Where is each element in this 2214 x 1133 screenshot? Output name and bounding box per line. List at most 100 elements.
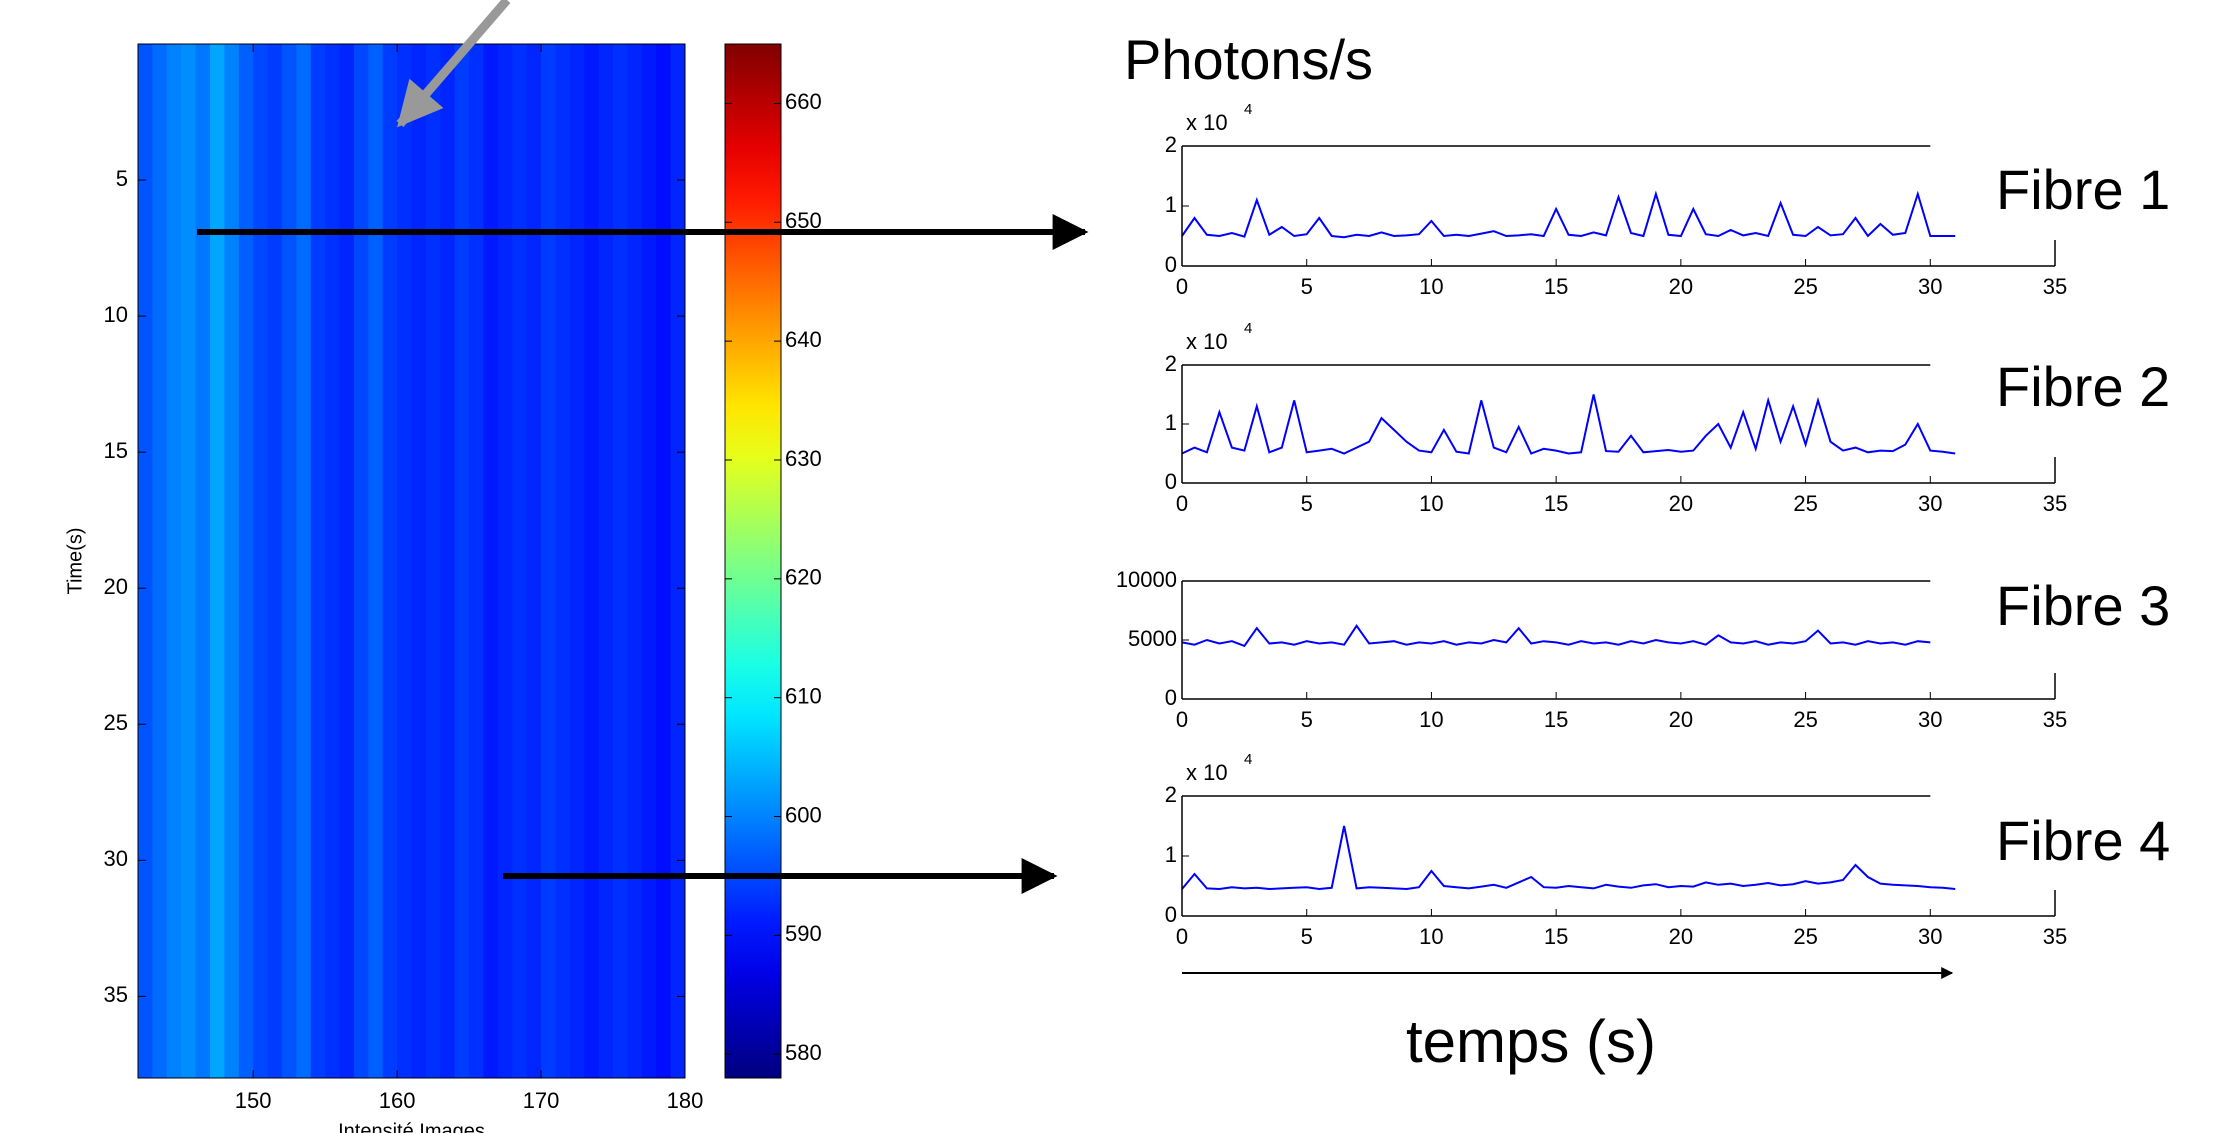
y-multiplier: x 10 xyxy=(1186,110,1228,135)
y-tick-label: 15 xyxy=(104,438,128,463)
y-tick-label: 10 xyxy=(104,302,128,327)
y-axis-label: Time(s) xyxy=(64,527,86,594)
heat-cell xyxy=(166,44,182,1078)
pointer-arrow xyxy=(396,0,511,128)
x-tick-label: 35 xyxy=(2043,924,2067,949)
heat-cell xyxy=(425,44,441,1078)
y-axis-label: Photons/s xyxy=(1124,28,1373,91)
y-tick-label: 1 xyxy=(1165,192,1177,217)
y-multiplier: x 10 xyxy=(1186,760,1228,785)
y-tick-label: 2 xyxy=(1165,782,1177,807)
heat-cell xyxy=(224,44,240,1078)
y-tick-label: 2 xyxy=(1165,351,1177,376)
heat-cell xyxy=(397,44,412,1078)
x-tick-label: 20 xyxy=(1669,707,1693,732)
x-tick-label: 30 xyxy=(1918,274,1942,299)
x-tick-label: 25 xyxy=(1793,491,1817,516)
heat-cell xyxy=(454,44,470,1078)
x-tick-label: 35 xyxy=(2043,491,2067,516)
series-title: Fibre 4 xyxy=(1996,809,2170,872)
x-tick-label: 10 xyxy=(1419,274,1443,299)
heat-cell xyxy=(598,44,614,1078)
y-tick-label: 2 xyxy=(1165,132,1177,157)
heat-cell xyxy=(296,44,312,1078)
y-tick-label: 0 xyxy=(1165,685,1177,710)
y-exponent: 4 xyxy=(1244,320,1252,337)
x-tick-label: 180 xyxy=(667,1088,704,1113)
x-tick-label: 30 xyxy=(1918,491,1942,516)
heat-cell xyxy=(382,44,398,1078)
heat-cell xyxy=(512,44,528,1078)
data-line xyxy=(1181,624,1931,648)
y-tick-label: 10000 xyxy=(1116,567,1177,592)
heat-cell xyxy=(368,44,384,1078)
heat-cell xyxy=(584,44,600,1078)
heat-cell xyxy=(613,44,628,1078)
colorbar-tick-label: 610 xyxy=(785,683,822,708)
colorbar-tick-label: 660 xyxy=(785,89,822,114)
heat-cell xyxy=(555,44,571,1078)
y-tick-label: 0 xyxy=(1165,252,1177,277)
heat-cell xyxy=(411,44,427,1078)
y-tick-label: 0 xyxy=(1165,469,1177,494)
x-tick-label: 5 xyxy=(1301,274,1313,299)
heat-cell xyxy=(497,44,513,1078)
x-tick-label: 35 xyxy=(2043,274,2067,299)
y-tick-label: 5000 xyxy=(1128,626,1177,651)
heat-cell xyxy=(627,44,643,1078)
colorbar-tick-label: 590 xyxy=(785,921,822,946)
y-multiplier: x 10 xyxy=(1186,329,1228,354)
y-tick-label: 1 xyxy=(1165,842,1177,867)
x-tick-label: 5 xyxy=(1301,707,1313,732)
heat-cell xyxy=(469,44,484,1078)
x-tick-label: 20 xyxy=(1669,274,1693,299)
x-tick-label: 25 xyxy=(1793,707,1817,732)
x-tick-label: 10 xyxy=(1419,491,1443,516)
series-title: Fibre 3 xyxy=(1996,574,2170,637)
data-line xyxy=(1181,825,1956,891)
heat-cell xyxy=(541,44,556,1078)
heat-cell xyxy=(152,44,168,1078)
x-tick-label: 0 xyxy=(1176,491,1188,516)
colorbar-tick-label: 630 xyxy=(785,446,822,471)
x-tick-label: 25 xyxy=(1793,924,1817,949)
x-axis-label: temps (s) xyxy=(1406,1008,1656,1075)
x-tick-label: 5 xyxy=(1301,491,1313,516)
x-tick-label: 0 xyxy=(1176,707,1188,732)
x-tick-label: 150 xyxy=(235,1088,272,1113)
y-tick-label: 20 xyxy=(104,574,128,599)
x-tick-label: 25 xyxy=(1793,274,1817,299)
y-exponent: 4 xyxy=(1244,101,1252,118)
heat-cell xyxy=(670,44,686,1078)
data-line xyxy=(1181,190,1956,239)
heat-cell xyxy=(253,44,269,1078)
heat-cell xyxy=(483,44,499,1078)
data-line xyxy=(1181,394,1956,455)
x-tick-label: 20 xyxy=(1669,924,1693,949)
x-tick-label: 20 xyxy=(1669,491,1693,516)
x-tick-label: 170 xyxy=(523,1088,560,1113)
colorbar xyxy=(724,43,782,1079)
heat-cell xyxy=(641,44,657,1078)
x-tick-label: 160 xyxy=(379,1088,416,1113)
x-tick-label: 0 xyxy=(1176,274,1188,299)
x-axis-label: Intensité Images xyxy=(338,1120,485,1133)
series-title: Fibre 2 xyxy=(1996,355,2170,418)
heat-cell xyxy=(195,44,211,1078)
heat-cell xyxy=(440,44,456,1078)
y-tick-label: 5 xyxy=(116,166,128,191)
x-tick-label: 35 xyxy=(2043,707,2067,732)
y-tick-label: 25 xyxy=(104,710,128,735)
series-title: Fibre 1 xyxy=(1996,158,2170,221)
y-tick-label: 35 xyxy=(104,982,128,1007)
colorbar-tick-label: 640 xyxy=(785,327,822,352)
x-tick-label: 10 xyxy=(1419,707,1443,732)
heat-cell xyxy=(310,44,326,1078)
heat-cell xyxy=(281,44,297,1078)
x-tick-label: 15 xyxy=(1544,274,1568,299)
heat-cell xyxy=(138,44,153,1078)
x-tick-label: 30 xyxy=(1918,707,1942,732)
x-tick-label: 0 xyxy=(1176,924,1188,949)
